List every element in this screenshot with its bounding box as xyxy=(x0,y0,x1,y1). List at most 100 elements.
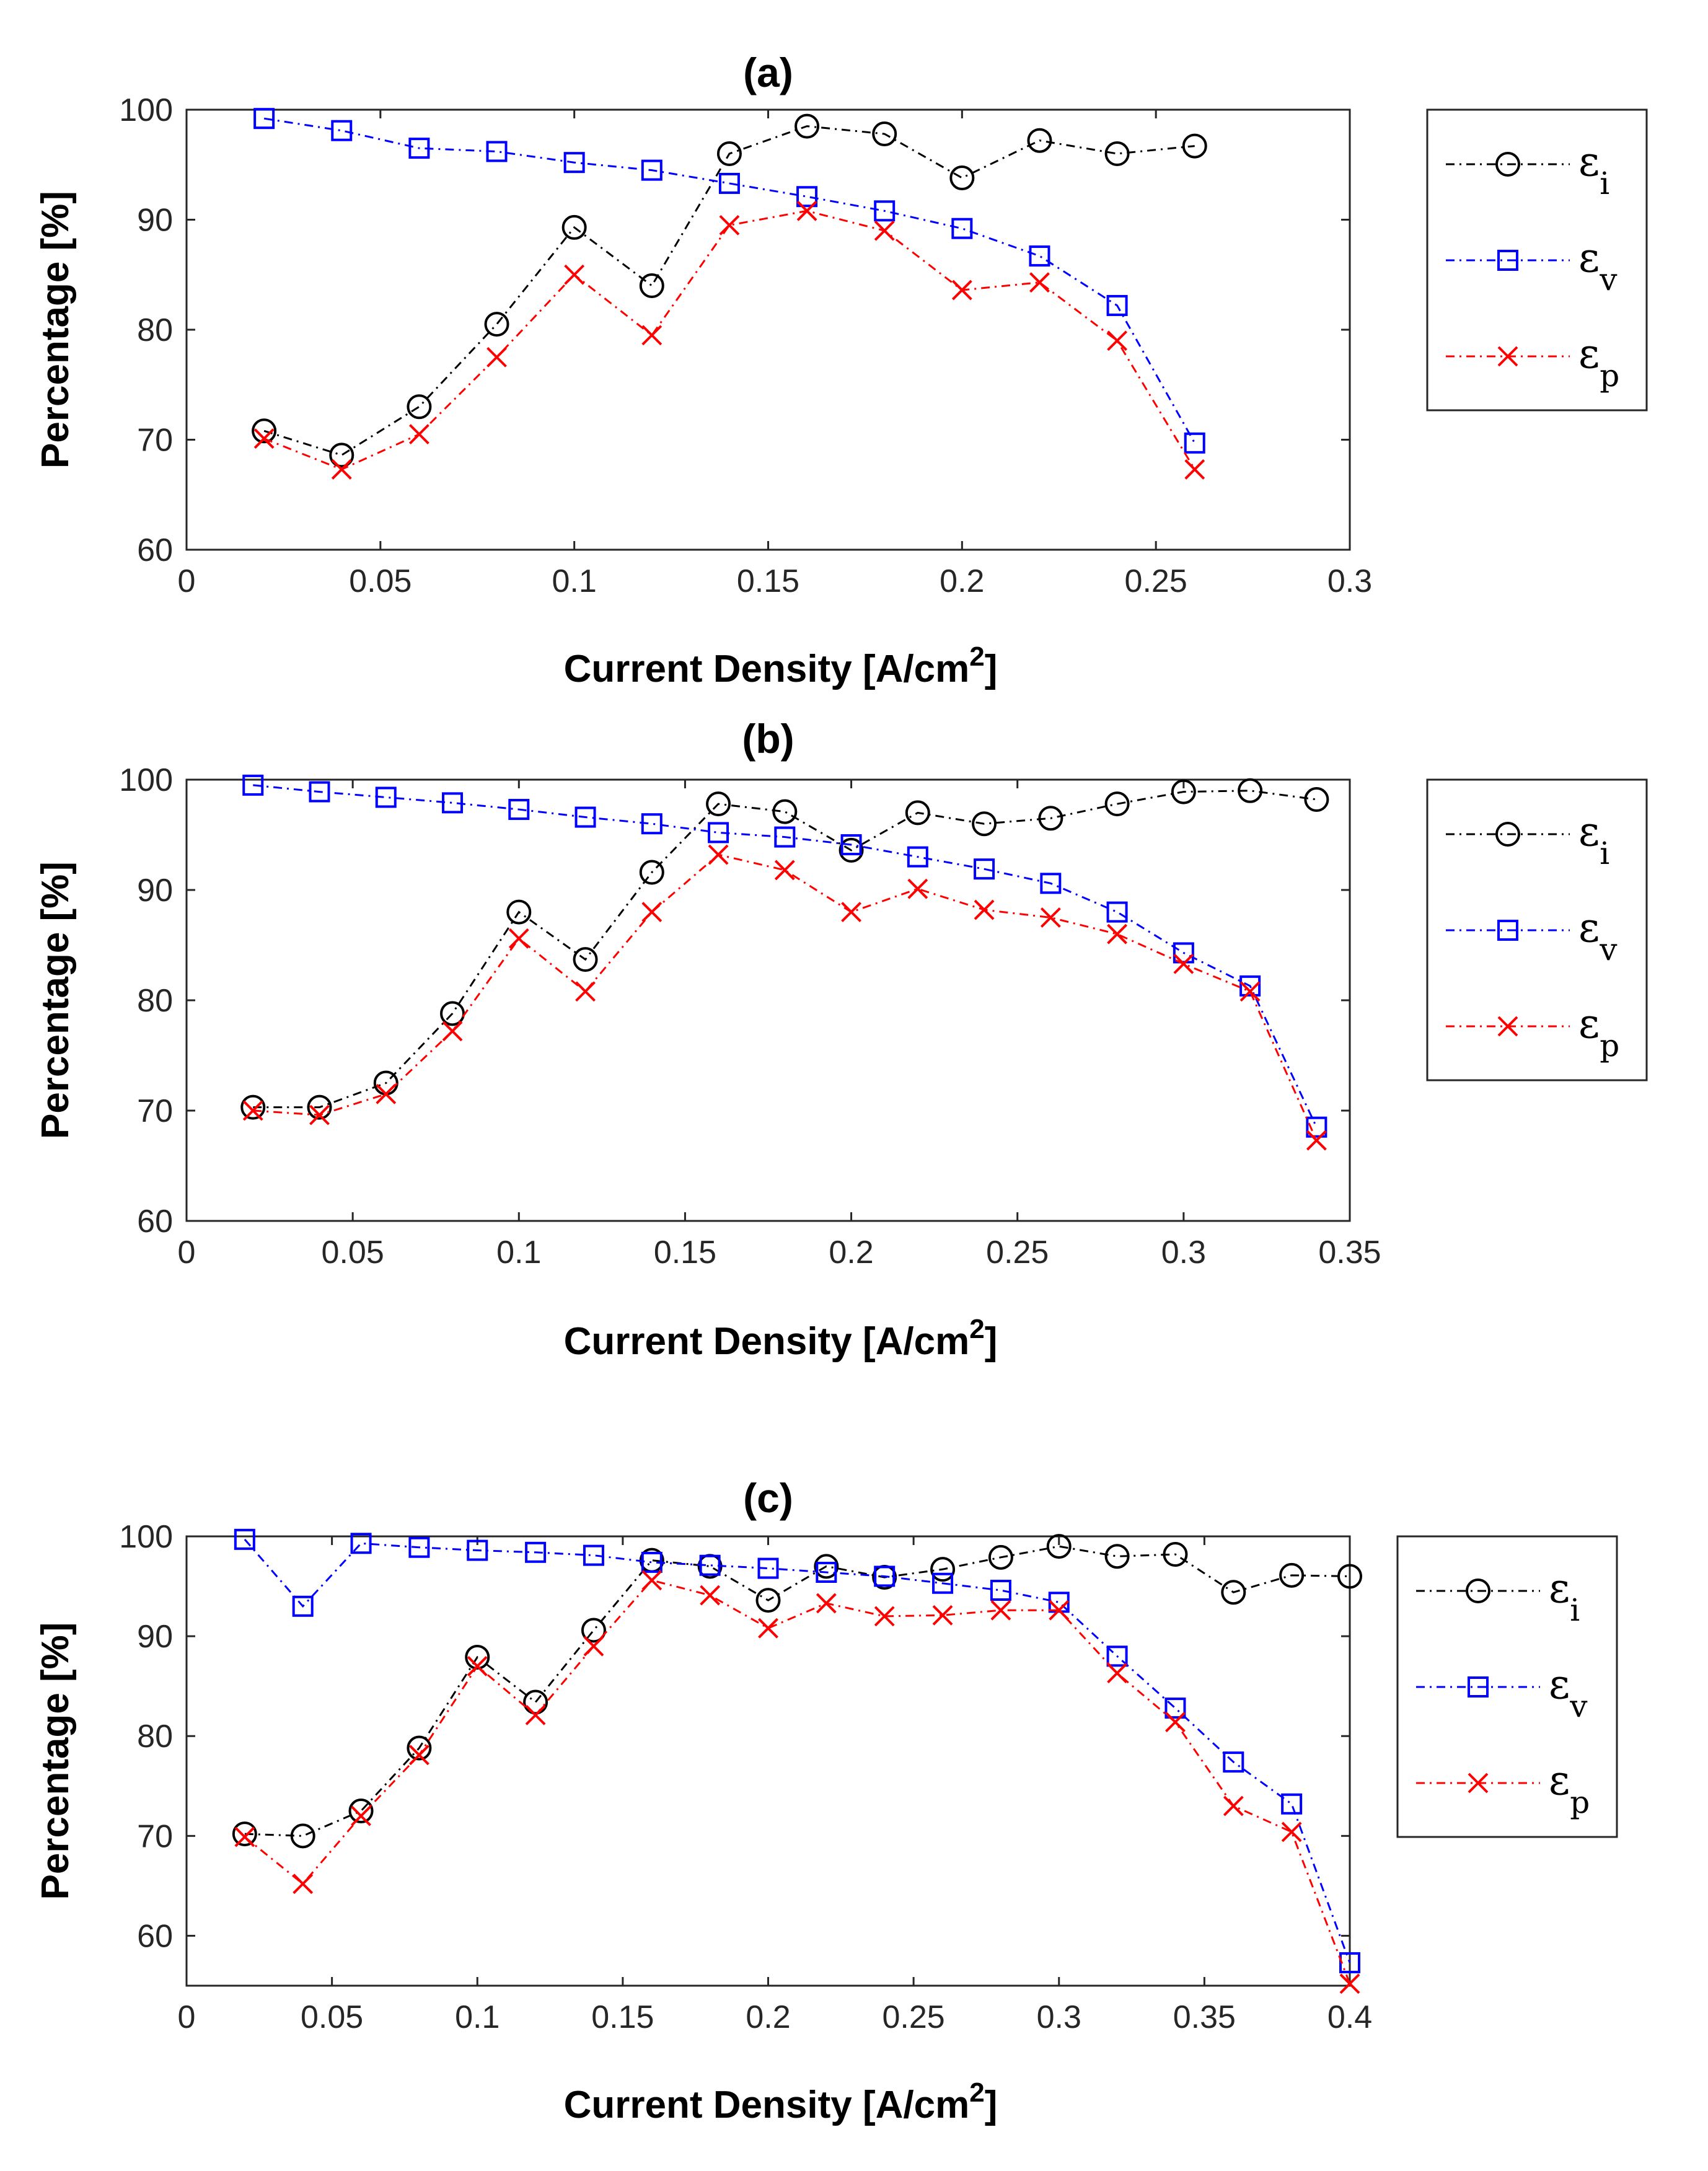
data-point-i xyxy=(1182,133,1207,159)
y-tick-label: 70 xyxy=(137,1818,173,1854)
data-point-p xyxy=(1173,953,1194,974)
x-axis-label-end: ] xyxy=(985,2084,998,2126)
data-point-p xyxy=(974,899,995,920)
data-point-v xyxy=(292,1595,314,1617)
legend-symbol: ε xyxy=(1549,1660,1570,1708)
data-point-v xyxy=(1106,901,1128,923)
data-point-i xyxy=(307,1094,332,1120)
series-line-i xyxy=(263,125,1195,456)
data-point-i xyxy=(465,1644,490,1670)
chart-title: (c) xyxy=(743,1475,793,1521)
data-point-i xyxy=(1046,1534,1072,1559)
x-tick-label: 0.35 xyxy=(1318,1235,1381,1270)
legend-label-i: εi xyxy=(1578,808,1609,871)
legend-subscript: p xyxy=(1600,358,1619,394)
x-tick-label: 0.15 xyxy=(591,1999,654,2035)
x-tick-label: 0.2 xyxy=(829,1235,873,1270)
plot-area xyxy=(185,778,1351,1222)
legend-subscript: p xyxy=(1570,1784,1590,1820)
data-point-i xyxy=(905,800,930,826)
x-tick-label: 0.1 xyxy=(496,1235,541,1270)
legend-box xyxy=(1426,778,1648,1081)
data-point-i xyxy=(1104,1544,1130,1569)
y-tick-label: 90 xyxy=(137,1619,173,1655)
x-tick-label: 0.4 xyxy=(1327,1999,1372,2035)
series-p xyxy=(234,1570,1360,1994)
data-point-i xyxy=(814,1554,839,1579)
legend-marker-v xyxy=(1497,920,1518,941)
data-point-i xyxy=(949,165,975,191)
data-point-i xyxy=(290,1823,315,1849)
data-point-p xyxy=(1040,907,1061,928)
legend-subscript: i xyxy=(1570,1592,1580,1628)
data-point-p xyxy=(408,1745,429,1766)
data-point-v xyxy=(1106,1645,1128,1667)
data-point-i xyxy=(1038,806,1063,831)
y-tick-label: 80 xyxy=(137,1719,173,1755)
y-tick-label: 70 xyxy=(137,423,173,459)
series-line-i xyxy=(244,1545,1350,1837)
data-point-i xyxy=(755,1588,781,1613)
data-point-v xyxy=(508,799,530,821)
x-tick-label: 0.3 xyxy=(1037,1999,1081,2035)
data-point-v xyxy=(1306,1116,1327,1138)
data-point-p xyxy=(331,459,352,480)
legend-label-p: εp xyxy=(1578,330,1619,394)
legend-symbol: ε xyxy=(1549,1756,1570,1804)
chart-panel-2: (b) 0 0.05 0.1 0.15 0.2 0.25 0.3 0.35 60 70 80 90 100… xyxy=(34,716,1648,1363)
series-p xyxy=(242,844,1327,1151)
data-point-v xyxy=(874,1565,896,1587)
x-axis-label-sup: 2 xyxy=(969,641,984,672)
y-axis-label: Percentage [%] xyxy=(34,861,77,1139)
data-point-v xyxy=(641,813,663,835)
data-point-v xyxy=(816,1562,837,1583)
data-point-p xyxy=(309,1104,330,1125)
x-tick-label: 0.05 xyxy=(301,1999,363,2035)
data-point-v xyxy=(641,1551,663,1573)
data-point-i xyxy=(440,1001,465,1026)
data-point-i xyxy=(252,418,277,444)
chart-panel-3: (c) 0 0.05 0.1 0.15 0.2 0.25 0.3 0.35 0.4 60 70 80 90… xyxy=(34,1475,1618,2126)
y-tick-label: 60 xyxy=(137,1204,173,1240)
x-tick-label: 0.2 xyxy=(940,563,984,599)
x-axis-label-text: Current Density [A/cm xyxy=(564,1320,970,1363)
x-axis-label-end: ] xyxy=(985,1320,998,1363)
data-point-i xyxy=(506,899,532,925)
y-tick-label: 100 xyxy=(119,92,173,128)
data-point-v xyxy=(1164,1698,1186,1719)
data-point-p xyxy=(1029,272,1050,293)
chart-title: (b) xyxy=(742,716,794,762)
legend-box xyxy=(1396,1535,1618,1838)
data-point-v xyxy=(563,152,585,174)
data-point-i xyxy=(484,312,509,337)
y-tick-label: 80 xyxy=(137,312,173,348)
data-point-p xyxy=(1223,1795,1244,1817)
legend-label-v: εv xyxy=(1549,1660,1588,1724)
data-point-i xyxy=(240,1094,266,1120)
y-tick-label: 90 xyxy=(137,203,173,239)
y-tick-label: 100 xyxy=(119,1519,173,1555)
data-point-p xyxy=(1339,1973,1360,1994)
legend-symbol: ε xyxy=(1578,808,1600,855)
data-point-i xyxy=(839,837,864,863)
data-point-p xyxy=(841,902,861,923)
data-point-i xyxy=(407,1735,432,1761)
data-point-p xyxy=(564,264,585,285)
legend-symbol: ε xyxy=(1578,1000,1600,1047)
data-point-v xyxy=(309,781,330,803)
data-point-p xyxy=(242,1100,263,1121)
data-point-p xyxy=(1306,1130,1327,1151)
data-point-v xyxy=(525,1541,547,1563)
data-point-v xyxy=(253,108,275,130)
data-point-i xyxy=(581,1618,606,1643)
data-point-v xyxy=(583,1544,604,1566)
x-tick-label: 0.2 xyxy=(746,1999,790,2035)
data-point-p xyxy=(575,981,596,1002)
data-point-v xyxy=(574,806,596,828)
data-point-v xyxy=(641,159,663,181)
x-axis-label: Current Density [A/cm2] xyxy=(564,641,998,690)
x-axis-label-text: Current Density [A/cm xyxy=(564,2084,970,2126)
data-point-i xyxy=(1171,779,1196,804)
y-tick-label: 80 xyxy=(137,983,173,1019)
